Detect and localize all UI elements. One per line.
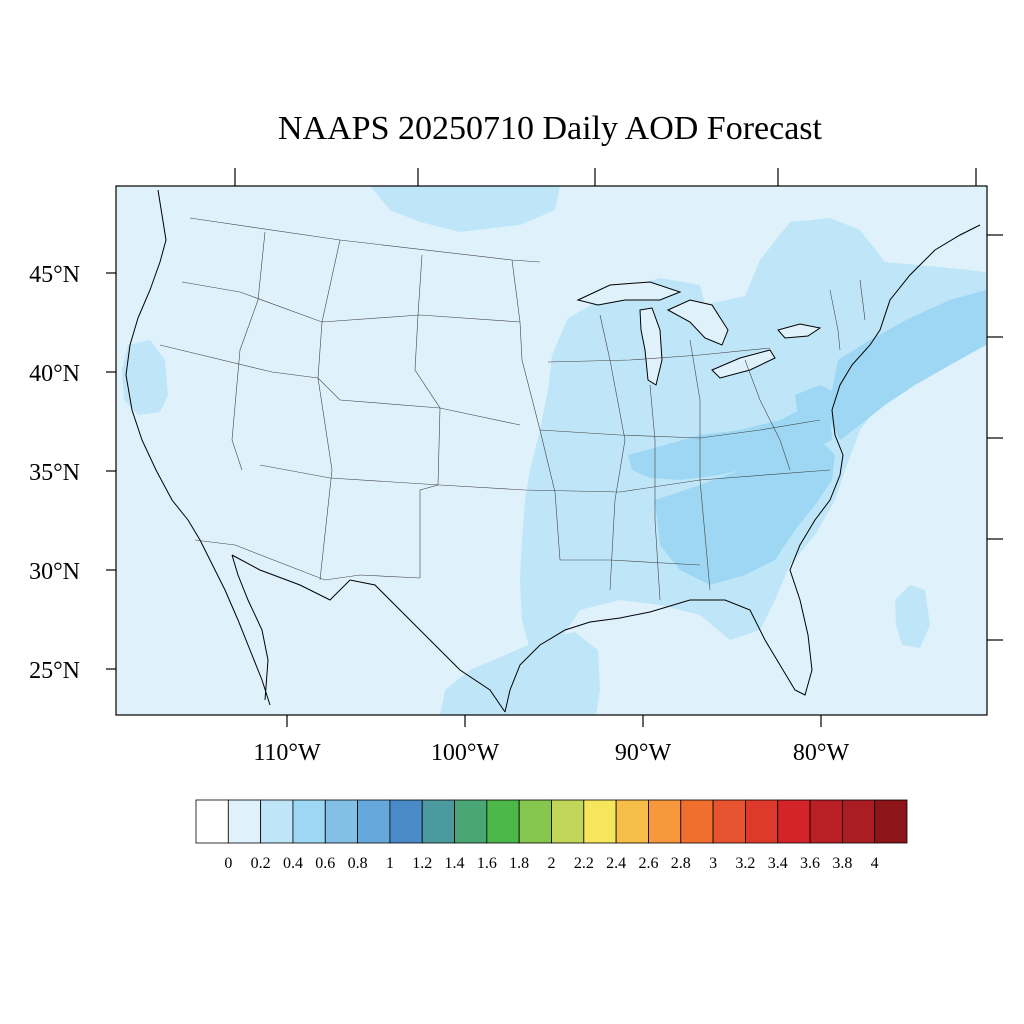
colorbar-box — [518, 799, 552, 844]
colorbar-box — [615, 799, 649, 844]
colorbar-tick-label: 3 — [709, 855, 717, 872]
colorbar-tick-label: 0 — [224, 855, 232, 872]
colorbar-tick-label: 2.6 — [638, 855, 658, 872]
colorbar-box — [874, 799, 908, 844]
colorbar-box — [809, 799, 843, 844]
colorbar-labels: 0 0.2 0.4 0.6 0.8 1 1.2 1.4 1.6 1.8 2 2.2 2.4 2.6 2.8 3… — [224, 855, 878, 872]
aod-zone-midatlantic — [795, 385, 840, 428]
lat-label-40: 40°N — [29, 361, 80, 387]
colorbar-box — [551, 799, 585, 844]
colorbar-box — [292, 799, 326, 844]
colorbar-box — [357, 799, 391, 844]
colorbar-box — [648, 799, 682, 844]
colorbar-tick-label: 1.8 — [509, 855, 529, 872]
lon-label-100: 100°W — [431, 740, 500, 766]
colorbar-box — [680, 799, 714, 844]
colorbar-box — [486, 799, 520, 844]
map-frame — [115, 185, 988, 716]
lat-label-30: 30°N — [29, 559, 80, 585]
colorbar — [195, 799, 908, 844]
colorbar-box — [841, 799, 876, 844]
aod-zone-southeast — [655, 440, 835, 585]
colorbar-tick-label: 2.2 — [574, 855, 594, 872]
colorbar-tick-label: 3.4 — [768, 855, 788, 872]
colorbar-tick-label: 3.6 — [800, 855, 820, 872]
map-title: NAAPS 20250710 Daily AOD Forecast — [278, 110, 822, 147]
colorbar-tick-label: 2.4 — [606, 855, 626, 872]
lon-label-90: 90°W — [615, 740, 672, 766]
colorbar-tick-label: 0.6 — [315, 855, 335, 872]
colorbar-tick-label: 1.2 — [412, 855, 432, 872]
colorbar-box — [777, 799, 811, 844]
lon-label-80: 80°W — [793, 740, 850, 766]
colorbar-tick-label: 4 — [871, 855, 879, 872]
colorbar-tick-label: 3.8 — [832, 855, 852, 872]
axis-ticks — [106, 168, 1003, 727]
colorbar-box — [324, 799, 358, 844]
colorbar-tick-label: 1.4 — [445, 855, 465, 872]
aod-zone-northeast-plume — [830, 290, 986, 440]
longitude-labels: 110°W 100°W 90°W 80°W — [253, 740, 849, 766]
lat-label-45: 45°N — [29, 262, 80, 288]
colorbar-tick-label: 1.6 — [477, 855, 497, 872]
colorbar-box — [583, 799, 617, 844]
colorbar-box — [260, 799, 294, 844]
aod-zone-canada — [370, 186, 560, 232]
coastline — [125, 189, 981, 713]
aod-zone-calcoast — [122, 340, 168, 415]
great-lakes — [576, 281, 822, 386]
colorbar-tick-label: 1 — [386, 855, 394, 872]
state-boundaries — [159, 217, 866, 601]
colorbar-tick-label: 0.2 — [251, 855, 271, 872]
colorbar-tick-label: 2.8 — [671, 855, 691, 872]
colorbar-box — [454, 799, 488, 844]
colorbar-box — [745, 799, 779, 844]
colorbar-tick-label: 2 — [548, 855, 556, 872]
colorbar-tick-label: 0.4 — [283, 855, 303, 872]
colorbar-tick-label: 3.2 — [735, 855, 755, 872]
aod-zone-gulf — [440, 632, 600, 715]
colorbar-tick-label: 0.8 — [348, 855, 368, 872]
colorbar-box — [421, 799, 455, 844]
colorbar-box — [712, 799, 746, 844]
lon-label-110: 110°W — [253, 740, 321, 766]
colorbar-box — [195, 799, 229, 844]
lat-label-25: 25°N — [29, 658, 80, 684]
latitude-labels: 45°N 40°N 35°N 30°N 25°N — [29, 262, 80, 684]
aod-zone-atlantic — [895, 585, 930, 648]
aod-zone-tennessee — [628, 405, 832, 480]
colorbar-box — [389, 799, 423, 844]
colorbar-box — [227, 799, 262, 844]
lat-label-35: 35°N — [29, 460, 80, 486]
